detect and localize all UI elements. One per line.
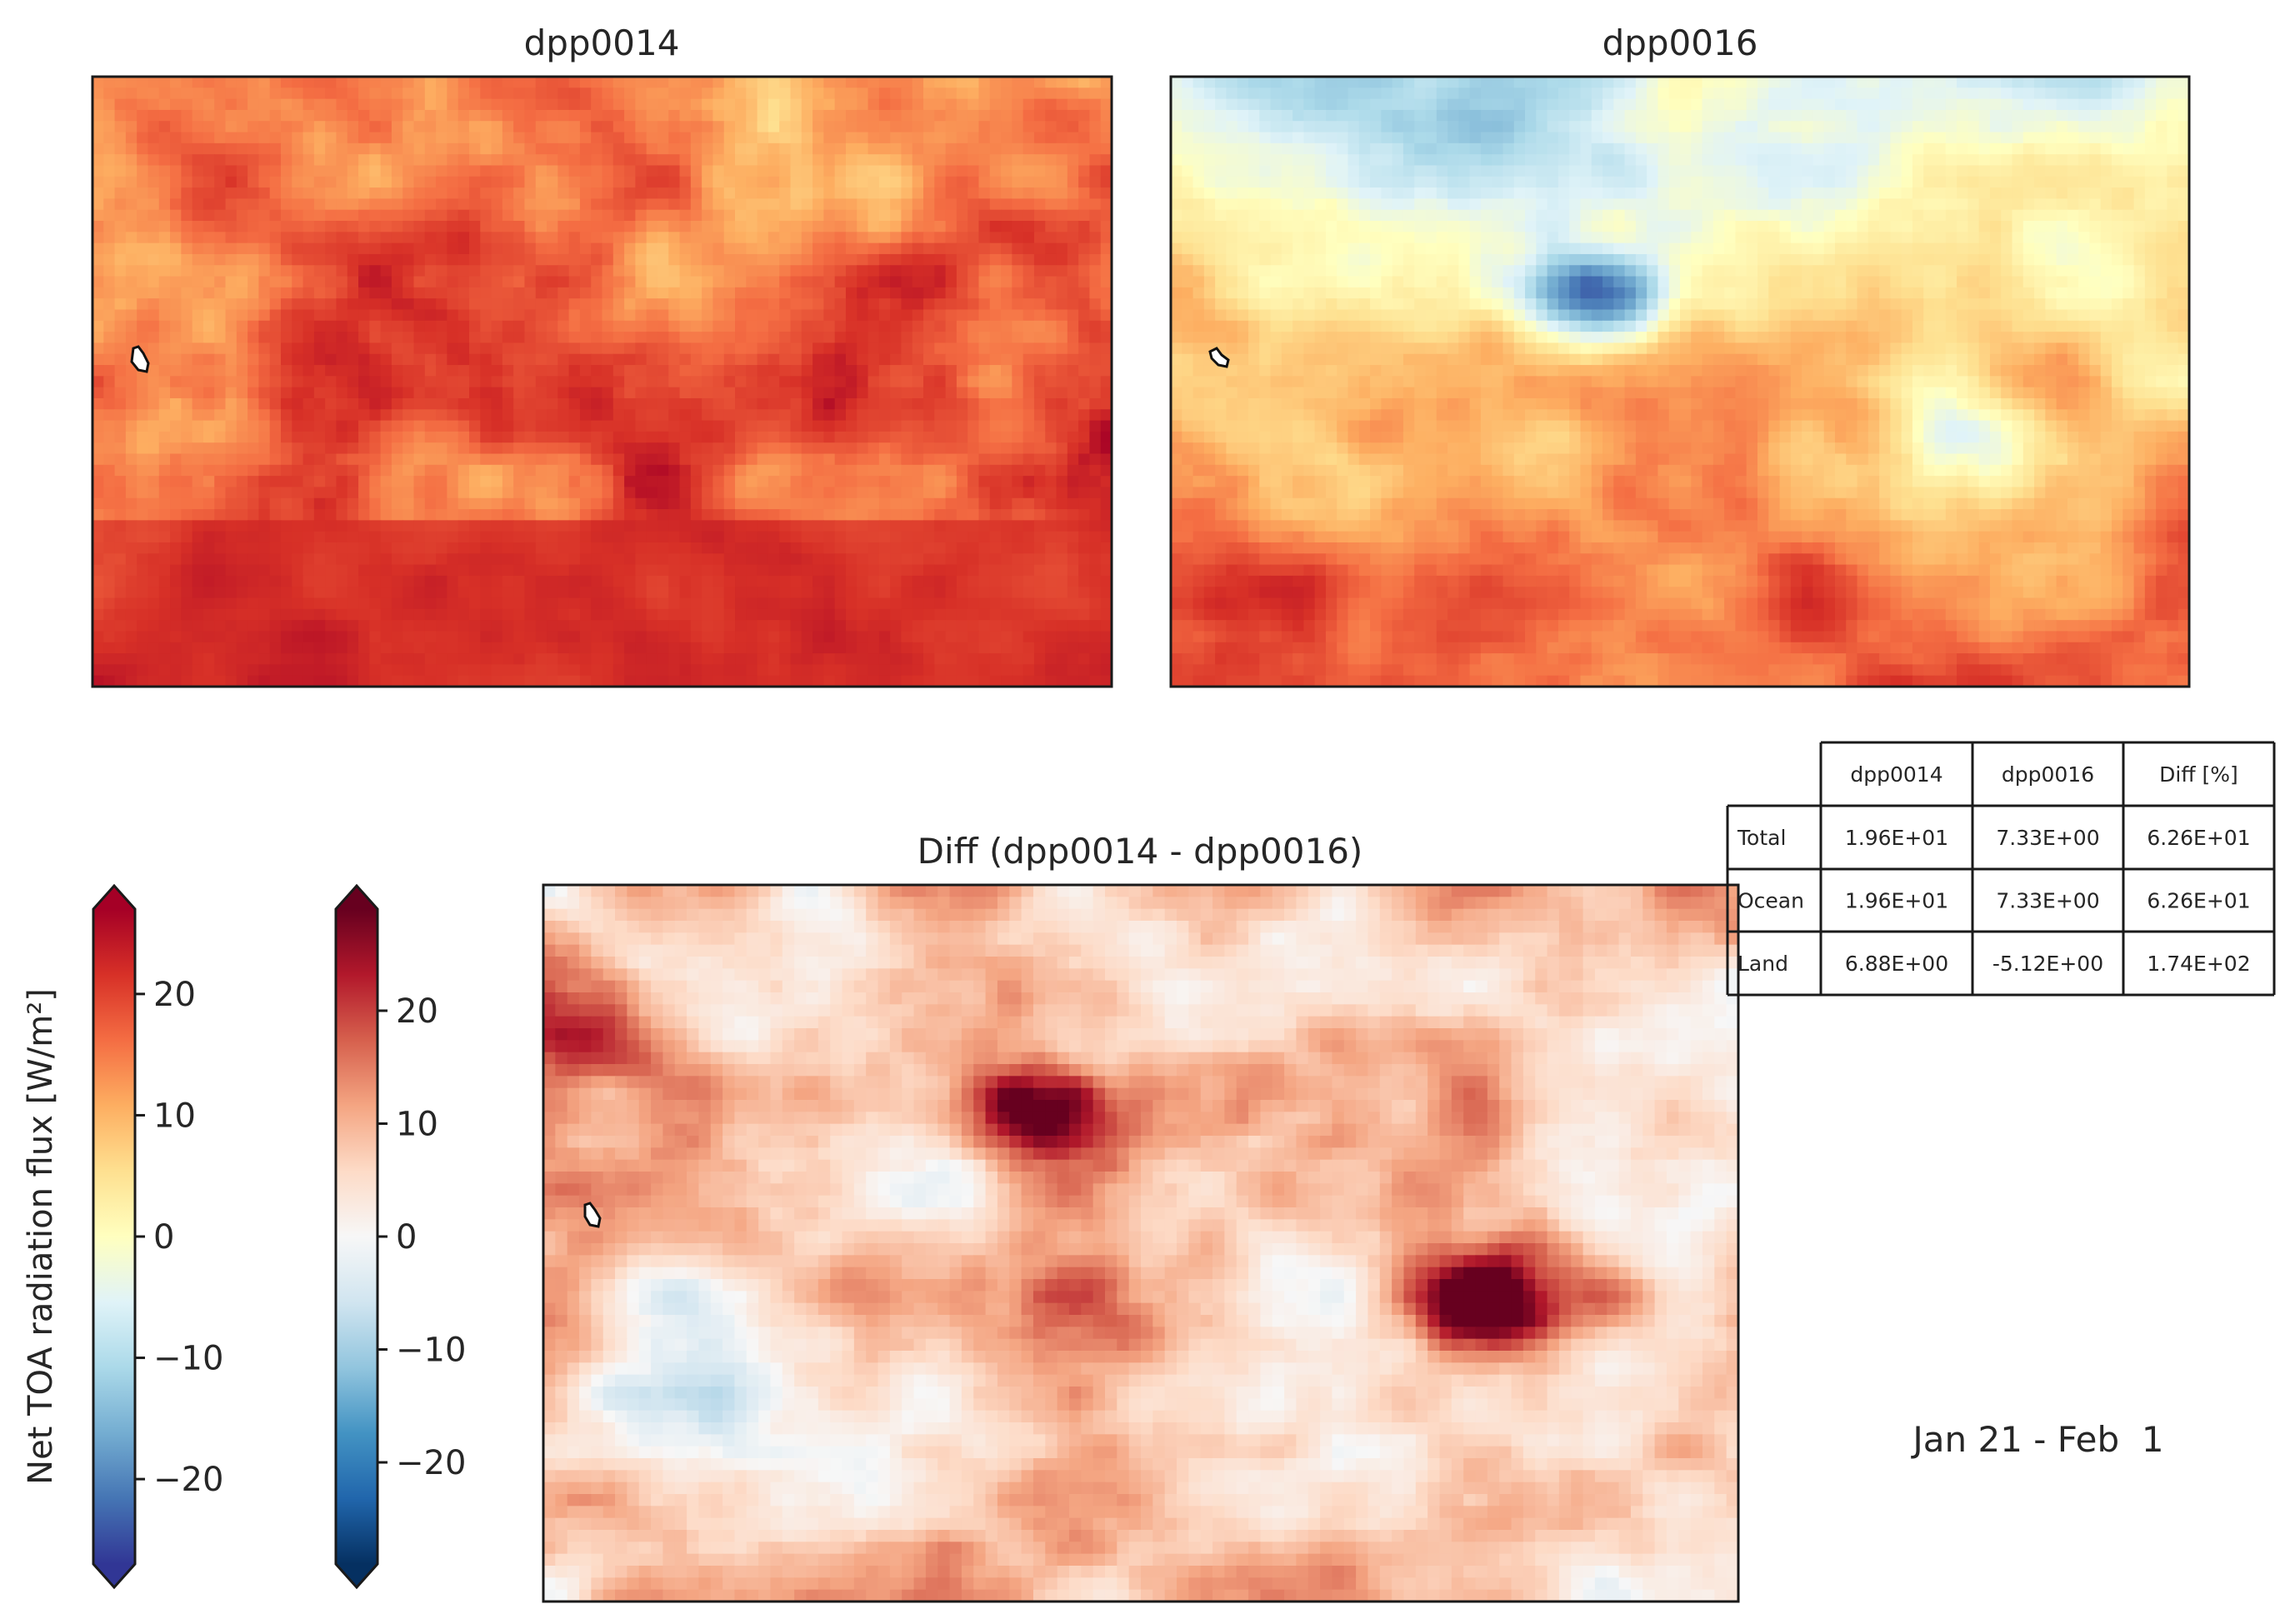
colorbar-tick-label: 10 (153, 1097, 196, 1135)
colorbar-label: Net TOA radiation flux [W/m²] (22, 988, 60, 1485)
colorbar-absolute-max-extend (93, 886, 135, 909)
colorbar-absolute-ticks: 20 10 0 −10 −20 (135, 976, 223, 1499)
heatmap-diff (543, 885, 1739, 1602)
colorbar-tick-label: 20 (153, 976, 196, 1014)
map-frame-dpp0014 (91, 75, 1113, 688)
table-cell: 6.26E+01 (2147, 826, 2250, 850)
colorbar-difference: 20 10 0 −10 −20 (334, 883, 466, 1590)
table-cell: 6.88E+00 (1845, 952, 1948, 976)
date-range-label: Jan 21 - Feb 1 (1910, 1419, 2163, 1460)
colorbar-absolute-body (93, 909, 135, 1564)
table-cells: dpp0014 dpp0016 Diff [%] Total 1.96E+01 7.33E… (1737, 762, 2251, 976)
stats-table: dpp0014 dpp0016 Diff [%] Total 1.96E+01 7.33E… (1726, 741, 2276, 997)
colorbar-difference-ticks: 20 10 0 −10 −20 (378, 992, 466, 1482)
table-cell: 7.33E+00 (1996, 826, 2099, 850)
table-grid (1726, 741, 2276, 997)
panel-title-dpp0016: dpp0016 (1602, 22, 1758, 63)
colorbar-difference-body (336, 909, 378, 1564)
island-outline (583, 1202, 602, 1228)
table-cell: 1.74E+02 (2147, 952, 2250, 976)
colorbar-absolute-min-extend (93, 1564, 135, 1587)
colorbar-difference-min-extend (336, 1564, 378, 1587)
heatmap-dpp0016 (1171, 77, 2190, 687)
table-row-label: Land (1738, 952, 1788, 976)
panel-dpp0014: dpp0014 (91, 22, 1113, 688)
colorbar-tick-label: 0 (153, 1218, 174, 1257)
heatmap-dpp0014 (92, 77, 1112, 687)
table-cell: 6.26E+01 (2147, 889, 2250, 913)
colorbar-absolute: 20 10 0 −10 −20 Net TOA radiation flux [W/m²… (22, 883, 223, 1590)
table-cell: 1.96E+01 (1845, 889, 1948, 913)
colorbar-absolute-outline (92, 883, 137, 1590)
panel-title-dpp0014: dpp0014 (524, 22, 680, 63)
panel-dpp0016: dpp0016 (1169, 22, 2191, 688)
colorbar-tick-label: −20 (396, 1444, 466, 1482)
map-frame-diff (542, 883, 1740, 1603)
map-frame-dpp0016 (1169, 75, 2191, 688)
island-outline (130, 345, 150, 373)
colorbar-tick-label: −10 (396, 1332, 466, 1370)
table-cell: -5.12E+00 (1992, 952, 2103, 976)
colorbar-tick-label: 10 (396, 1105, 438, 1143)
island-outline (1208, 347, 1230, 368)
colorbar-difference-max-extend (336, 886, 378, 909)
table-row-label: Ocean (1738, 889, 1804, 913)
table-cell: 7.33E+00 (1996, 889, 2099, 913)
panel-title-diff: Diff (dpp0014 - dpp0016) (918, 831, 1363, 872)
table-column-header: dpp0016 (2002, 762, 2094, 787)
colorbar-difference-outline (334, 883, 379, 1590)
table-column-header: dpp0014 (1850, 762, 1942, 787)
table-cell: 1.96E+01 (1845, 826, 1948, 850)
colorbar-tick-label: 20 (396, 992, 438, 1031)
table-column-header: Diff [%] (2159, 762, 2238, 787)
table-row-label: Total (1737, 826, 1786, 850)
colorbar-tick-label: −20 (153, 1461, 223, 1499)
colorbar-tick-label: −10 (153, 1340, 223, 1378)
panel-diff: Diff (dpp0014 - dpp0016) (542, 831, 1740, 1603)
colorbar-tick-label: 0 (396, 1218, 417, 1257)
